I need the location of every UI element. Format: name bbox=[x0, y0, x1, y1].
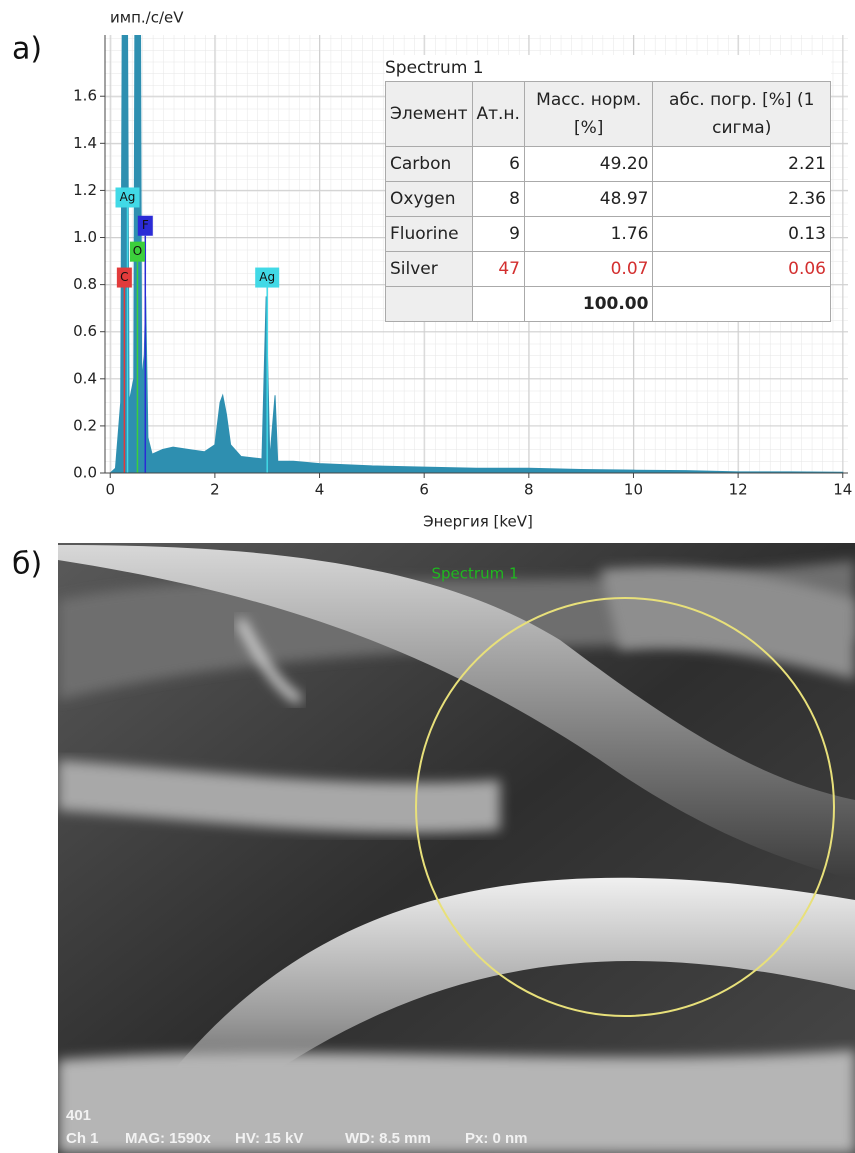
marker-box bbox=[129, 241, 145, 262]
total-cell: 100.00 bbox=[523, 286, 654, 322]
x-tick-label: 12 bbox=[729, 481, 748, 499]
table-row: Oxygen 8 48.97 2.36 bbox=[385, 181, 831, 217]
marker-label: C bbox=[120, 270, 128, 284]
x-tick-label: 8 bbox=[524, 481, 534, 499]
table-cell: 47 bbox=[471, 251, 525, 287]
table-row: Carbon 6 49.20 2.21 bbox=[385, 146, 831, 182]
table-cell bbox=[385, 286, 473, 322]
table-cell: 6 bbox=[471, 146, 525, 182]
marker-box bbox=[137, 215, 153, 236]
panel-label: а) bbox=[12, 32, 42, 67]
table-cell: 2.36 bbox=[652, 181, 831, 217]
y-tick-label: 1.0 bbox=[73, 228, 97, 246]
table-cell: 0.13 bbox=[652, 216, 831, 252]
table-cell: 1.76 bbox=[523, 216, 654, 252]
x-axis-label: Энергия [keV] bbox=[423, 513, 533, 531]
table-cell: 48.97 bbox=[523, 181, 654, 217]
header-cell: Масс. норм. [%] bbox=[523, 81, 654, 147]
image-info: Ch 1 bbox=[66, 1130, 99, 1147]
x-tick-label: 6 bbox=[419, 481, 429, 499]
results-table: Spectrum 1 Элемент Ат.н. Масс. норм. [%] аб… bbox=[385, 55, 831, 322]
x-tick-label: 0 bbox=[105, 481, 115, 499]
table-cell: 8 bbox=[471, 181, 525, 217]
total-row: 100.00 bbox=[385, 286, 831, 322]
table-cell: Fluorine bbox=[385, 216, 473, 252]
table-row: Silver 47 0.07 0.06 bbox=[385, 251, 831, 287]
table-cell bbox=[652, 286, 831, 322]
table-cell: 0.06 bbox=[652, 251, 831, 287]
y-axis-label: имп./с/eV bbox=[110, 9, 184, 27]
y-tick-label: 0.8 bbox=[73, 275, 97, 293]
image-info: HV: 15 kV bbox=[235, 1130, 303, 1147]
marker-label: Ag bbox=[259, 270, 275, 284]
marker-label: Ag bbox=[120, 190, 136, 204]
header-cell: Элемент bbox=[385, 81, 473, 147]
header-cell: Ат.н. bbox=[471, 81, 525, 147]
marker-box bbox=[255, 267, 280, 288]
marker-label: O bbox=[133, 244, 142, 258]
header-row: Элемент Ат.н. Масс. норм. [%] абс. погр. [%… bbox=[385, 81, 831, 147]
x-tick-label: 14 bbox=[833, 481, 852, 499]
table-cell: 9 bbox=[471, 216, 525, 252]
y-tick-label: 0.2 bbox=[73, 416, 97, 434]
marker-box bbox=[115, 187, 140, 208]
image-id: 401 bbox=[66, 1107, 91, 1124]
y-tick-label: 0.4 bbox=[73, 369, 97, 387]
image-info: Px: 0 nm bbox=[465, 1130, 528, 1147]
table-cell: Carbon bbox=[385, 146, 473, 182]
y-tick-label: 0.6 bbox=[73, 322, 97, 340]
y-tick-label: 1.6 bbox=[73, 87, 97, 105]
table-cell: Oxygen bbox=[385, 181, 473, 217]
x-tick-label: 4 bbox=[315, 481, 325, 499]
table-row: Fluorine 9 1.76 0.13 bbox=[385, 216, 831, 252]
table: Элемент Ат.н. Масс. норм. [%] абс. погр. [%… bbox=[385, 81, 831, 322]
header-cell: абс. погр. [%] (1 сигма) bbox=[652, 81, 831, 147]
y-tick-label: 1.4 bbox=[73, 134, 97, 152]
table-cell: 49.20 bbox=[523, 146, 654, 182]
x-tick-label: 2 bbox=[210, 481, 220, 499]
spectrum-area bbox=[109, 35, 844, 473]
spectrum-label: Spectrum 1 bbox=[432, 565, 519, 583]
table-cell: Silver bbox=[385, 251, 473, 287]
x-tick-label: 10 bbox=[624, 481, 643, 499]
y-tick-label: 1.2 bbox=[73, 181, 97, 199]
image-info: WD: 8.5 mm bbox=[345, 1130, 431, 1147]
marker-label: F bbox=[142, 218, 149, 232]
y-tick-label: 0.0 bbox=[73, 464, 97, 482]
table-cell: 2.21 bbox=[652, 146, 831, 182]
table-cell: 0.07 bbox=[523, 251, 654, 287]
sem-image bbox=[58, 543, 855, 1153]
table-caption: Spectrum 1 bbox=[385, 58, 484, 78]
table-cell bbox=[471, 286, 525, 322]
panel-label: б) bbox=[12, 547, 42, 582]
image-info: MAG: 1590x bbox=[125, 1130, 212, 1147]
marker-box bbox=[116, 267, 132, 288]
